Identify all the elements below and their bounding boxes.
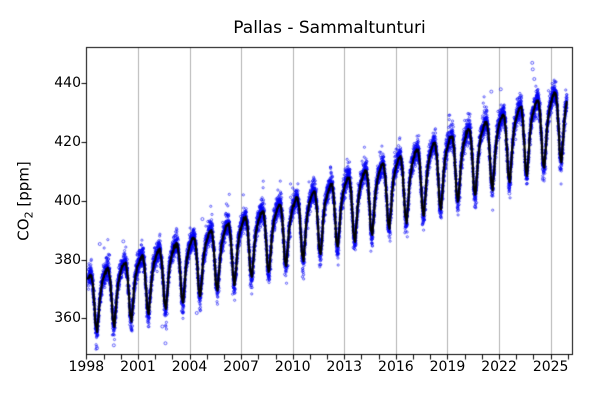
y-tick-label-400: 400 xyxy=(54,192,81,209)
x-tick-label-2007: 2007 xyxy=(223,359,259,375)
y-tick-label-440: 440 xyxy=(54,75,81,92)
x-tick-label-2013: 2013 xyxy=(326,359,363,375)
x-tick-label-2019: 2019 xyxy=(429,359,466,375)
y-tick-label-420: 420 xyxy=(54,134,81,151)
x-tick-label-1998: 1998 xyxy=(68,359,105,375)
x-tick-label-2016: 2016 xyxy=(378,359,414,375)
y-tick-label-360: 360 xyxy=(54,310,81,327)
x-tick-label-2004: 2004 xyxy=(171,359,208,375)
x-tick-label-2022: 2022 xyxy=(481,359,517,375)
y-tick-label-380: 380 xyxy=(54,251,81,268)
x-tick-label-2025: 2025 xyxy=(532,359,569,375)
x-tick-label-2001: 2001 xyxy=(120,359,156,375)
x-tick-label-2010: 2010 xyxy=(274,359,311,375)
